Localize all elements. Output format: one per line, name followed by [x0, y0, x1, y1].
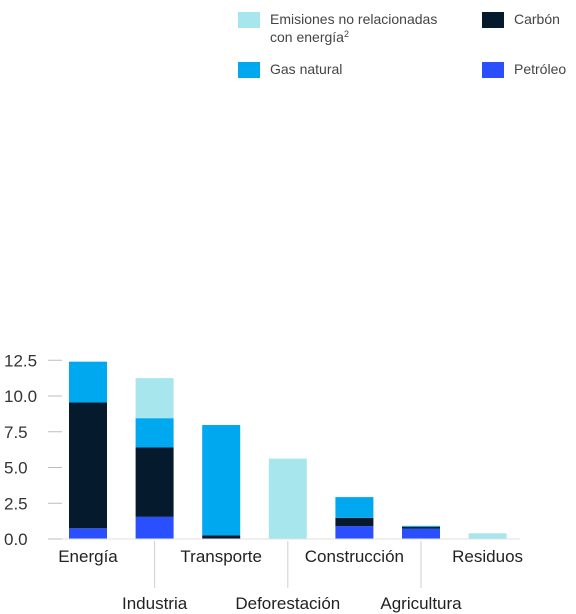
x-tick-label-1: Industria — [122, 594, 188, 613]
y-tick-label-0: 0.0 — [4, 530, 28, 549]
bar-segment-4-1 — [335, 517, 374, 527]
bar-segment-0-2 — [69, 361, 107, 403]
bar-segment-1-2 — [135, 418, 174, 448]
bar-segment-5-2 — [402, 525, 440, 527]
bar-segment-1-0 — [135, 516, 174, 539]
legend-swatch-coal — [482, 12, 504, 28]
bar-segment-6-3 — [468, 533, 507, 539]
legend-item-oil: Petróleo — [482, 62, 574, 80]
bar-segment-2-2 — [202, 425, 241, 536]
bar-segment-4-2 — [335, 497, 374, 518]
bar-segment-1-1 — [135, 447, 174, 517]
bar-segment-2-1 — [202, 535, 241, 539]
bars — [69, 361, 507, 539]
legend-swatch-gas — [238, 62, 260, 78]
bar-segment-5-1 — [402, 526, 440, 529]
x-tick-label-0: Energía — [58, 547, 118, 566]
bar-segment-4-0 — [335, 526, 374, 539]
legend-item-gas: Gas natural — [238, 62, 438, 80]
bar-segment-3-3 — [268, 458, 307, 539]
x-tick-label-3: Deforestación — [235, 594, 340, 613]
x-tick-label-2: Transporte — [180, 547, 262, 566]
bar-segment-0-1 — [69, 402, 107, 529]
bar-segment-0-0 — [69, 528, 107, 539]
y-tick-label-4: 10.0 — [4, 387, 37, 406]
x-tick-label-5: Agricultura — [380, 594, 462, 613]
y-axis: 0.0 2.5 5.0 7.5 10.0 12.5 — [4, 351, 62, 549]
bar-segment-5-0 — [402, 528, 440, 539]
legend-item-non-energy: Emisiones no relacionadas con energía2 — [238, 12, 478, 46]
legend-item-coal: Carbón — [482, 12, 574, 30]
legend-label-oil: Petróleo — [514, 61, 567, 77]
y-tick-label-2: 5.0 — [4, 459, 28, 478]
y-tick-label-5: 12.5 — [4, 351, 37, 370]
x-tick-label-6: Residuos — [452, 547, 523, 566]
bar-segment-1-3 — [135, 378, 174, 419]
x-axis: Energía Industria Transporte Deforestación C… — [58, 538, 523, 613]
legend-label-non-energy: Emisiones no relacionadas con energía2 — [270, 11, 438, 45]
y-tick-label-3: 7.5 — [4, 423, 28, 442]
legend-label-gas: Gas natural — [270, 61, 343, 77]
legend-swatch-non-energy — [238, 12, 260, 28]
y-tick-label-1: 2.5 — [4, 494, 28, 513]
x-tick-label-4: Construcción — [305, 547, 404, 566]
legend-label-coal: Carbón — [514, 11, 560, 27]
legend-swatch-oil — [482, 62, 504, 78]
